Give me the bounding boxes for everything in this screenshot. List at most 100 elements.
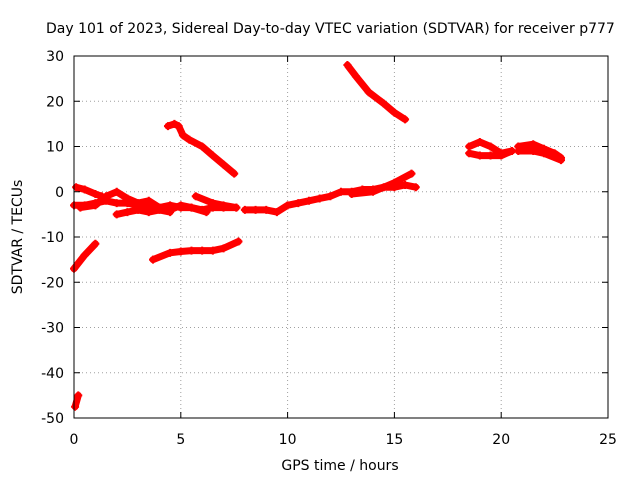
x-tick-label: 0 (70, 432, 79, 448)
data-point (475, 137, 484, 146)
data-point (240, 205, 249, 214)
data-point (102, 192, 111, 201)
data-point (72, 183, 81, 192)
y-tick-label: -40 (41, 366, 64, 382)
y-tick-label: 10 (46, 140, 64, 156)
series-15-trace (514, 147, 565, 164)
y-tick-label: -10 (41, 230, 64, 246)
series-10-trace (348, 170, 415, 198)
data-point (166, 248, 175, 257)
data-point (208, 199, 217, 208)
data-point (187, 246, 196, 255)
data-point (369, 187, 378, 196)
data-point (232, 203, 241, 212)
data-point (170, 119, 179, 128)
grid (74, 56, 608, 418)
data-point (80, 185, 89, 194)
data-point (294, 199, 303, 208)
data-point (185, 135, 194, 144)
data-point (465, 149, 474, 158)
x-tick-label: 5 (176, 432, 185, 448)
data-point (407, 169, 416, 178)
data-point (198, 246, 207, 255)
data-point (557, 156, 566, 165)
data-point (149, 255, 158, 264)
data-point (134, 199, 143, 208)
data-point (163, 122, 172, 131)
data-point (347, 190, 356, 199)
data-point (475, 151, 484, 160)
data-point (155, 205, 164, 214)
data-point (144, 208, 153, 217)
y-tick-label: -50 (41, 411, 64, 427)
data-point (91, 239, 100, 248)
data-point (71, 402, 80, 411)
data-point (529, 140, 538, 149)
data-point (272, 208, 281, 217)
data-point (219, 160, 228, 169)
axis-ticks: 0 5 10 15 20 25 30 20 10 0 -10 -20 -30 -40 -50 (41, 49, 617, 448)
data-point (364, 88, 373, 97)
data-point (134, 205, 143, 214)
data-point (497, 151, 506, 160)
data-point (76, 203, 85, 212)
y-tick-label: -20 (41, 275, 64, 291)
x-tick-label: 20 (492, 432, 510, 448)
series-2-trace (72, 183, 106, 200)
x-tick-label: 15 (385, 432, 403, 448)
data-point (178, 131, 187, 140)
chart-title: Day 101 of 2023, Sidereal Day-to-day VTE… (46, 21, 615, 37)
series-11-trace (343, 61, 409, 123)
data-point (91, 190, 100, 199)
data-point (123, 194, 132, 203)
data-point (251, 205, 260, 214)
x-axis-label: GPS time / hours (281, 458, 398, 474)
data-point (351, 72, 360, 81)
data-point (234, 237, 243, 246)
data-point (465, 142, 474, 151)
data-point (80, 251, 89, 260)
data-point (191, 192, 200, 201)
data-point (144, 196, 153, 205)
data-point (401, 180, 410, 189)
data-point (208, 246, 217, 255)
data-point (326, 192, 335, 201)
y-tick-label: 0 (55, 185, 64, 201)
data-point (198, 142, 207, 151)
data-point (123, 208, 132, 217)
data-point (529, 147, 538, 156)
data-point (202, 208, 211, 217)
data-point (219, 244, 228, 253)
data-point (219, 201, 228, 210)
data-series (70, 61, 566, 411)
data-point (486, 151, 495, 160)
data-point (337, 187, 345, 196)
data-point (176, 247, 185, 256)
data-point (262, 205, 271, 214)
x-tick-label: 10 (279, 432, 297, 448)
data-point (401, 115, 410, 124)
series-7-trace (149, 238, 242, 264)
data-point (514, 147, 523, 156)
data-point (315, 194, 324, 203)
data-point (390, 108, 399, 117)
series-6-trace (192, 192, 240, 212)
data-point (187, 203, 196, 212)
data-point (486, 142, 495, 151)
data-point (166, 208, 175, 217)
data-point (112, 199, 121, 208)
data-point (379, 99, 388, 108)
data-point (539, 149, 548, 158)
data-point (390, 178, 399, 187)
data-point (91, 201, 100, 210)
x-tick-label: 25 (599, 432, 617, 448)
data-point (208, 151, 217, 160)
data-point (411, 183, 420, 192)
y-tick-label: -30 (41, 321, 64, 337)
data-point (283, 201, 292, 210)
data-point (112, 210, 121, 219)
data-point (74, 391, 83, 400)
data-point (343, 61, 352, 70)
data-point (112, 187, 121, 196)
y-axis-label: SDTVAR / TECUs (10, 180, 26, 295)
